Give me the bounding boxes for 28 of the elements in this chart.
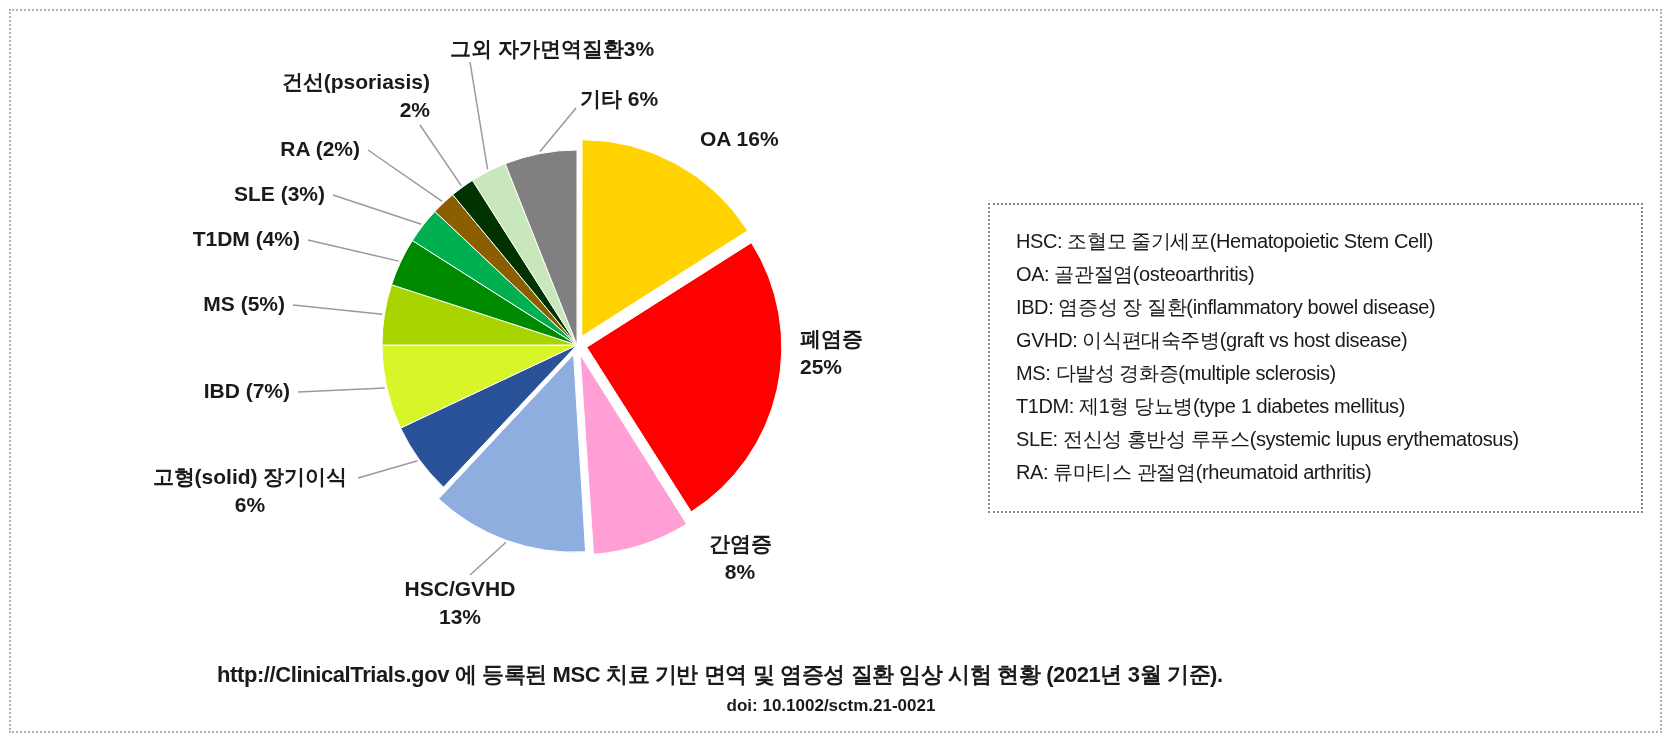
slice-label: 폐염증 xyxy=(800,326,863,350)
slice-label: OA 16% xyxy=(700,126,779,150)
slice-label: 건선(psoriasis) xyxy=(281,69,430,93)
slice-label: HSC/GVHD xyxy=(404,576,516,600)
data-label: 2% xyxy=(399,97,431,121)
slice-label: 그외 자가면역질환3% xyxy=(450,36,655,60)
text: T1DM: 제1형 당뇨병(type 1 diabetes mellitus) xyxy=(1016,394,1406,419)
slice-label: 고형(solid) 장기이식 xyxy=(152,464,348,488)
text: RA: 류마티스 관절염(rheumatoid arthritis) xyxy=(1016,460,1373,485)
slice-label: T1DM (4%) xyxy=(192,226,300,250)
data-label: 6% xyxy=(234,492,266,516)
slice-label: 기타 6% xyxy=(580,86,659,110)
slice-label: MS (5%) xyxy=(203,291,285,315)
data-label: 13% xyxy=(438,604,482,628)
slice-label: 간염증 xyxy=(708,531,772,555)
text: doi: 10.1002/sctm.21-0021 xyxy=(725,696,937,716)
text: MS: 다발성 경화증(multiple sclerosis) xyxy=(1016,361,1337,386)
slice-label: RA (2%) xyxy=(280,136,360,160)
text: GVHD: 이식편대숙주병(graft vs host disease) xyxy=(1016,328,1409,353)
slice-label: IBD (7%) xyxy=(203,378,290,402)
text: OA: 골관절염(osteoarthritis) xyxy=(1016,262,1256,287)
data-label: 25% xyxy=(800,354,843,378)
data-label: 8% xyxy=(724,559,756,583)
text: HSC: 조혈모 줄기세포(Hematopoietic Stem Cell) xyxy=(1016,229,1435,254)
slice-label: SLE (3%) xyxy=(233,181,325,205)
text: SLE: 전신성 홍반성 루푸스(systemic lupus erythematosus) xyxy=(1016,427,1520,452)
text: IBD: 염증성 장 질환(inflammatory bowel disease) xyxy=(1016,295,1437,320)
text: http://ClinicalTrials.gov 에 등록된 MSC 치료 기반 면역 및 염증성 질환 임상 시험 현황 (2021년 3월 기준). xyxy=(217,661,1223,689)
